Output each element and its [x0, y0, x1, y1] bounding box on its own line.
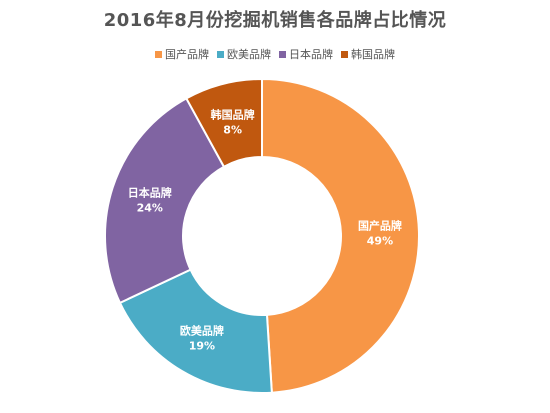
slice-value-japanese: 24%: [137, 202, 163, 215]
slice-domestic: [261, 77, 420, 394]
legend-swatch-euro-american: [217, 50, 224, 58]
slice-value-euro-american: 19%: [189, 340, 215, 353]
slice-value-domestic: 49%: [367, 234, 393, 247]
slice-euro-american: [118, 268, 273, 394]
legend-label-domestic: 国产品牌: [165, 48, 209, 61]
legend-swatch-japanese: [279, 50, 286, 58]
legend-label-euro-american: 欧美品牌: [227, 48, 271, 61]
chart-title: 2016年8月份挖掘机销售各品牌占比情况: [103, 10, 447, 31]
slice-label-domestic: 国产品牌: [358, 218, 402, 232]
legend-item-korean: 韩国品牌: [341, 46, 395, 62]
legend-swatch-domestic: [155, 50, 162, 58]
slice-label-japanese: 日本品牌: [128, 186, 172, 200]
slice-japanese: [104, 97, 226, 305]
legend-item-euro-american: 欧美品牌: [217, 46, 271, 62]
legend-item-japanese: 日本品牌: [279, 46, 333, 62]
legend-swatch-korean: [341, 50, 348, 58]
legend-label-korean: 韩国品牌: [351, 48, 395, 61]
slice-korean: [185, 77, 263, 169]
legend-label-japanese: 日本品牌: [289, 48, 333, 61]
slice-label-korean: 韩国品牌: [211, 108, 255, 122]
legend-item-domestic: 国产品牌: [155, 46, 209, 62]
slice-value-korean: 8%: [223, 124, 242, 137]
slice-label-euro-american: 欧美品牌: [180, 324, 224, 338]
legend: 国产品牌 欧美品牌 日本品牌 韩国品牌: [0, 46, 550, 62]
